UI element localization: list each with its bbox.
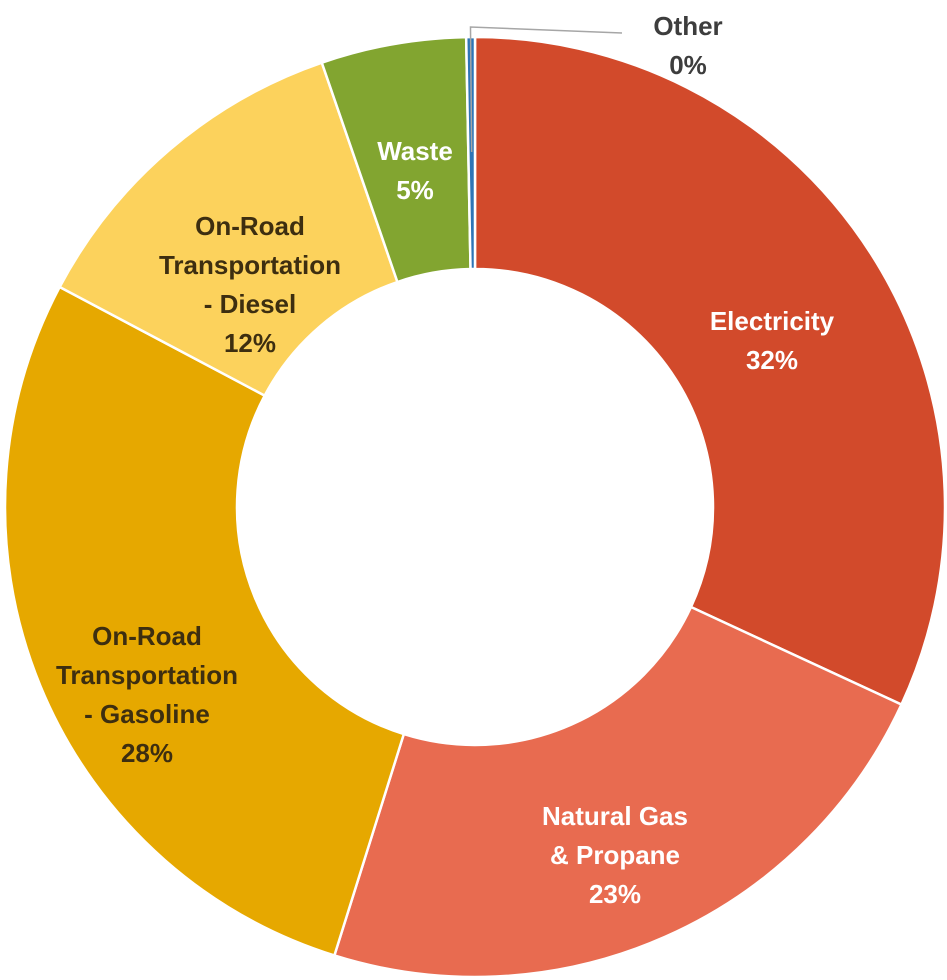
data-label-name: Electricity (710, 306, 835, 336)
data-label-value: 28% (121, 738, 173, 768)
data-label-name: & Propane (550, 840, 680, 870)
slice-on-road-transportation-gasoline[interactable] (3, 285, 406, 958)
data-label-value: 5% (396, 175, 434, 205)
data-label-name: On-Road (195, 211, 305, 241)
slice-electricity[interactable] (473, 35, 947, 707)
data-label-name: Natural Gas (542, 801, 688, 831)
data-label-value: 12% (224, 328, 276, 358)
data-label-name: - Gasoline (84, 699, 210, 729)
slice-other[interactable] (464, 35, 477, 271)
data-label-name: Other (653, 11, 722, 41)
data-label-name: Transportation (159, 250, 341, 280)
data-label-value: 23% (589, 879, 641, 909)
data-label-name: Transportation (56, 660, 238, 690)
data-label-value: 0% (669, 50, 707, 80)
data-label-name: Waste (377, 136, 453, 166)
slice-natural-gas-propane[interactable] (332, 605, 904, 979)
data-label-name: On-Road (92, 621, 202, 651)
data-label-other: Other 0% (653, 11, 722, 80)
slice-on-road-transportation-diesel[interactable] (57, 61, 400, 398)
data-label-natural-gas-propane: Natural Gas & Propane 23% (542, 801, 688, 909)
data-label-on-road-transportation-diesel: On-Road Transportation - Diesel 12% (159, 211, 341, 358)
other-leader-line (469, 26, 623, 153)
data-label-value: 32% (746, 345, 798, 375)
data-label-waste: Waste 5% (377, 136, 453, 205)
data-label-name: - Diesel (204, 289, 297, 319)
data-label-on-road-transportation-gasoline: On-Road Transportation - Gasoline 28% (56, 621, 238, 768)
data-label-electricity: Electricity 32% (710, 306, 835, 375)
